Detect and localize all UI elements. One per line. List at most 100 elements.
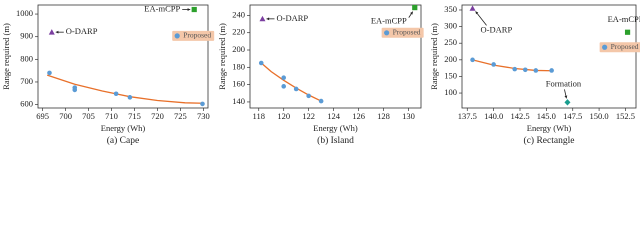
x-tick-label: 705 (82, 111, 95, 121)
x-tick-label: 730 (197, 111, 210, 121)
annotation: EA-mCPP (608, 14, 640, 24)
x-tick-label: 695 (36, 111, 49, 121)
point (281, 84, 287, 89)
point (533, 68, 539, 73)
annotation: O-DARP (481, 24, 513, 34)
plot-frame (249, 4, 422, 109)
point (318, 98, 324, 104)
y-axis-title: Range required (m) (429, 23, 439, 90)
figure: 695 700 705 710 715 720 725 730 600 700 800 900 1000… (1, 3, 640, 146)
legend-label: Proposed (393, 28, 421, 37)
y-tick-label: 140 (232, 96, 245, 106)
x-tick-label: 122 (302, 111, 315, 121)
point (281, 75, 287, 81)
point (549, 68, 554, 73)
x-tick-label: 147.5 (563, 111, 582, 121)
y-tick-label: 160 (232, 79, 245, 89)
x-tick-label: 120 (277, 111, 290, 121)
point (127, 95, 133, 100)
caption: (c) Rectangle (524, 135, 575, 146)
arrow-head (187, 8, 191, 11)
y-tick-label: 1000 (16, 8, 33, 18)
x-tick-label: 145.0 (537, 111, 556, 121)
fit-curve (46, 74, 204, 104)
x-tick-label: 140.0 (484, 111, 503, 121)
annotation: EA-mCPP (144, 3, 180, 13)
annotation-arrow (475, 11, 487, 26)
x-tick-label: 152.5 (616, 111, 635, 121)
x-tick-label: 710 (105, 111, 118, 121)
x-tick-label: 130 (402, 111, 415, 121)
point (306, 93, 311, 99)
y-tick-label: 900 (20, 31, 33, 41)
fit-curve (472, 59, 552, 72)
legend-label: Proposed (611, 42, 639, 51)
plot-frame (461, 4, 637, 109)
y-tick-label: 800 (20, 53, 33, 63)
arrow-head (410, 11, 413, 15)
arrow-head (475, 11, 479, 15)
point (113, 91, 119, 97)
x-tick-label: 715 (128, 111, 141, 121)
y-tick-label: 100 (444, 87, 457, 97)
annotation: O-DARP (66, 26, 98, 36)
legend-box (381, 27, 424, 38)
x-tick-label: 118 (253, 111, 265, 121)
y-tick-label: 200 (444, 54, 457, 64)
x-tick-label: 150.0 (590, 111, 609, 121)
point (293, 86, 299, 92)
legend-box (172, 30, 215, 41)
y-tick-label: 220 (232, 27, 245, 37)
y-tick-label: 240 (232, 9, 245, 19)
legend-label: Proposed (183, 31, 211, 40)
y-tick-label: 180 (232, 61, 245, 71)
legend-marker (602, 44, 608, 50)
y-tick-label: 250 (444, 37, 457, 47)
point (491, 62, 496, 67)
y-tick-label: 300 (444, 21, 457, 31)
x-tick-label: 126 (352, 111, 365, 121)
x-tick-label: 137.5 (458, 111, 477, 121)
point (48, 29, 55, 35)
caption: (a) Cape (107, 135, 139, 146)
y-tick-label: 150 (444, 70, 457, 80)
point (512, 66, 518, 72)
y-tick-label: 350 (444, 4, 457, 14)
annotation: O-DARP (276, 13, 308, 23)
point (624, 29, 631, 35)
annotation: Formation (546, 78, 582, 88)
x-axis-title: Energy (Wh) (527, 123, 572, 133)
x-tick-label: 720 (151, 111, 164, 121)
x-axis-title: Energy (Wh) (313, 123, 358, 133)
arrow-head (564, 95, 568, 99)
caption: (b) Island (317, 135, 354, 146)
arrow-head (55, 30, 59, 34)
point (259, 15, 266, 22)
y-tick-label: 700 (20, 76, 33, 86)
point (47, 70, 52, 76)
x-tick-label: 142.5 (510, 111, 529, 121)
point (72, 87, 78, 93)
point (200, 101, 205, 107)
y-axis-title: Range required (m) (217, 23, 227, 90)
point (191, 6, 197, 13)
annotation: EA-mCPP (371, 16, 407, 26)
plot-frame (37, 4, 209, 109)
point (258, 60, 264, 66)
x-tick-label: 128 (377, 111, 390, 121)
legend-marker (384, 30, 390, 36)
y-tick-label: 200 (232, 44, 245, 54)
legend-box (599, 42, 640, 53)
legend-marker (174, 33, 180, 39)
arrow-head (266, 17, 270, 21)
point (412, 4, 418, 11)
point (469, 5, 476, 11)
x-axis-title: Energy (Wh) (101, 123, 146, 133)
y-axis-title: Range required (m) (1, 23, 11, 90)
y-tick-label: 600 (20, 99, 33, 109)
x-tick-label: 725 (174, 111, 187, 121)
point (564, 99, 571, 106)
x-tick-label: 700 (59, 111, 72, 121)
point (470, 57, 475, 63)
point (522, 67, 528, 73)
